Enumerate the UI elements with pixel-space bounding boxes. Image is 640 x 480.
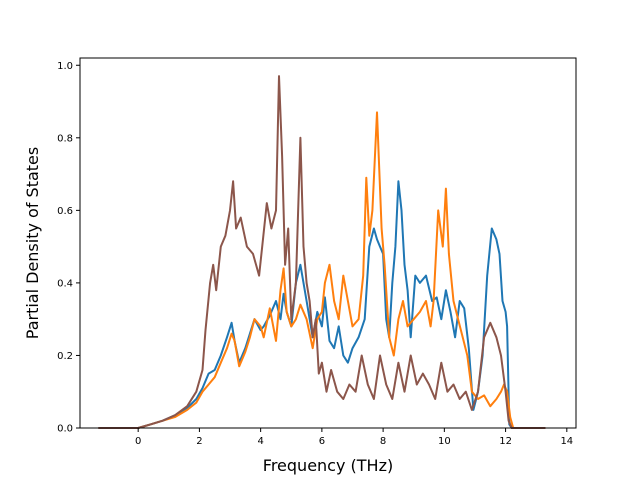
y-axis: 0.0 0.2 0.4 0.6 0.8 1.0	[57, 61, 80, 435]
x-tick-label: 2	[196, 436, 202, 447]
series-line-3	[98, 75, 546, 429]
series-line-2	[98, 111, 546, 429]
x-tick-label: 4	[257, 436, 263, 447]
x-tick-label: 8	[380, 436, 386, 447]
y-axis-label: Partial Density of States	[23, 147, 42, 339]
plot-frame	[79, 57, 577, 429]
x-axis-label: Frequency (THz)	[263, 456, 393, 475]
x-tick-label: 6	[319, 436, 325, 447]
x-tick-label: 0	[135, 436, 141, 447]
y-tick-label: 0.0	[57, 424, 73, 435]
x-tick-label: 14	[560, 436, 573, 447]
y-tick-label: 0.8	[57, 133, 73, 144]
x-tick-label: 10	[438, 436, 451, 447]
series-lines	[98, 75, 546, 429]
x-axis: 0 2 4 6 8 10 12 14	[135, 428, 573, 447]
y-tick-label: 0.6	[57, 206, 73, 217]
x-tick-label: 12	[499, 436, 512, 447]
y-tick-label: 0.4	[57, 278, 73, 289]
y-tick-label: 0.2	[57, 351, 73, 362]
y-tick-label: 1.0	[57, 61, 73, 72]
